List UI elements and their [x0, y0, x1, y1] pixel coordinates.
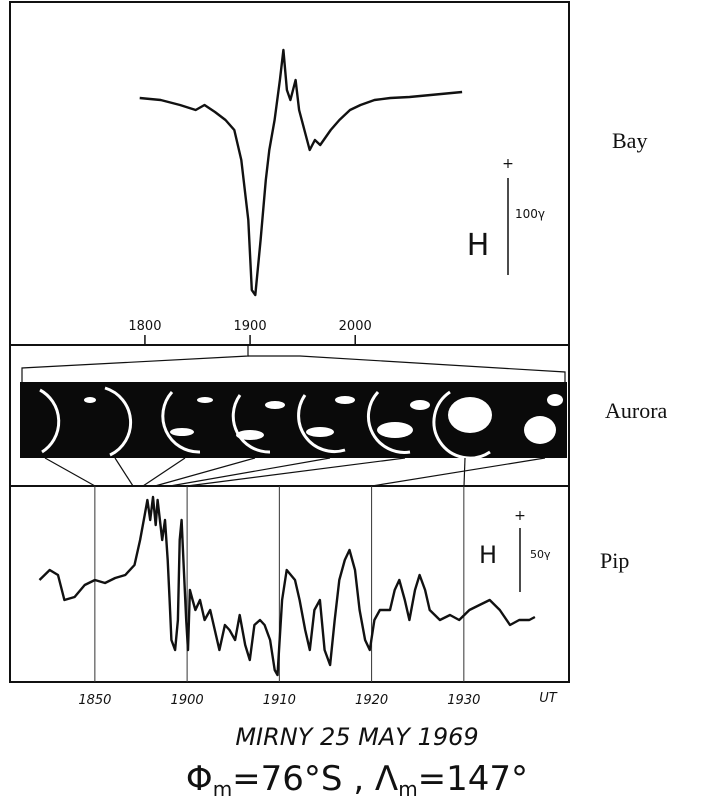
subscript: m [398, 777, 417, 801]
panel-label: Bay [612, 128, 647, 153]
subscript: m [213, 777, 232, 801]
panel-label: Pip [600, 548, 629, 573]
axis-label: H [479, 541, 497, 569]
coordinates: Φm=76°S , Λm=147° [186, 759, 528, 801]
aurora-strip [20, 345, 567, 487]
panel-label: Aurora [605, 398, 668, 423]
x-tick-label: 1850 [78, 693, 111, 708]
x-tick-label: 1900 [234, 319, 267, 334]
scale-sign: + [514, 508, 526, 524]
trace [139, 48, 463, 297]
scale-label: 50γ [530, 548, 551, 561]
scale-label: 100γ [515, 207, 545, 221]
x-tick-label: 2000 [339, 319, 372, 334]
trace [38, 495, 536, 677]
x-tick-label: 1900 [171, 693, 204, 708]
x-tick-label: 1800 [128, 319, 161, 334]
frame [9, 1, 570, 683]
x-axis-label: UT [539, 691, 558, 706]
scale-sign: + [502, 156, 514, 172]
station-date: MIRNY 25 MAY 1969 [235, 723, 478, 751]
x-tick-label: 1910 [263, 693, 296, 708]
x-tick-label: 1930 [447, 693, 480, 708]
coord-text: Φ [186, 759, 213, 799]
axis-label: H [467, 228, 490, 263]
coord-text: =147° [418, 759, 528, 799]
x-tick-label: 1920 [355, 693, 388, 708]
coord-text: =76°S , Λ [232, 759, 398, 799]
